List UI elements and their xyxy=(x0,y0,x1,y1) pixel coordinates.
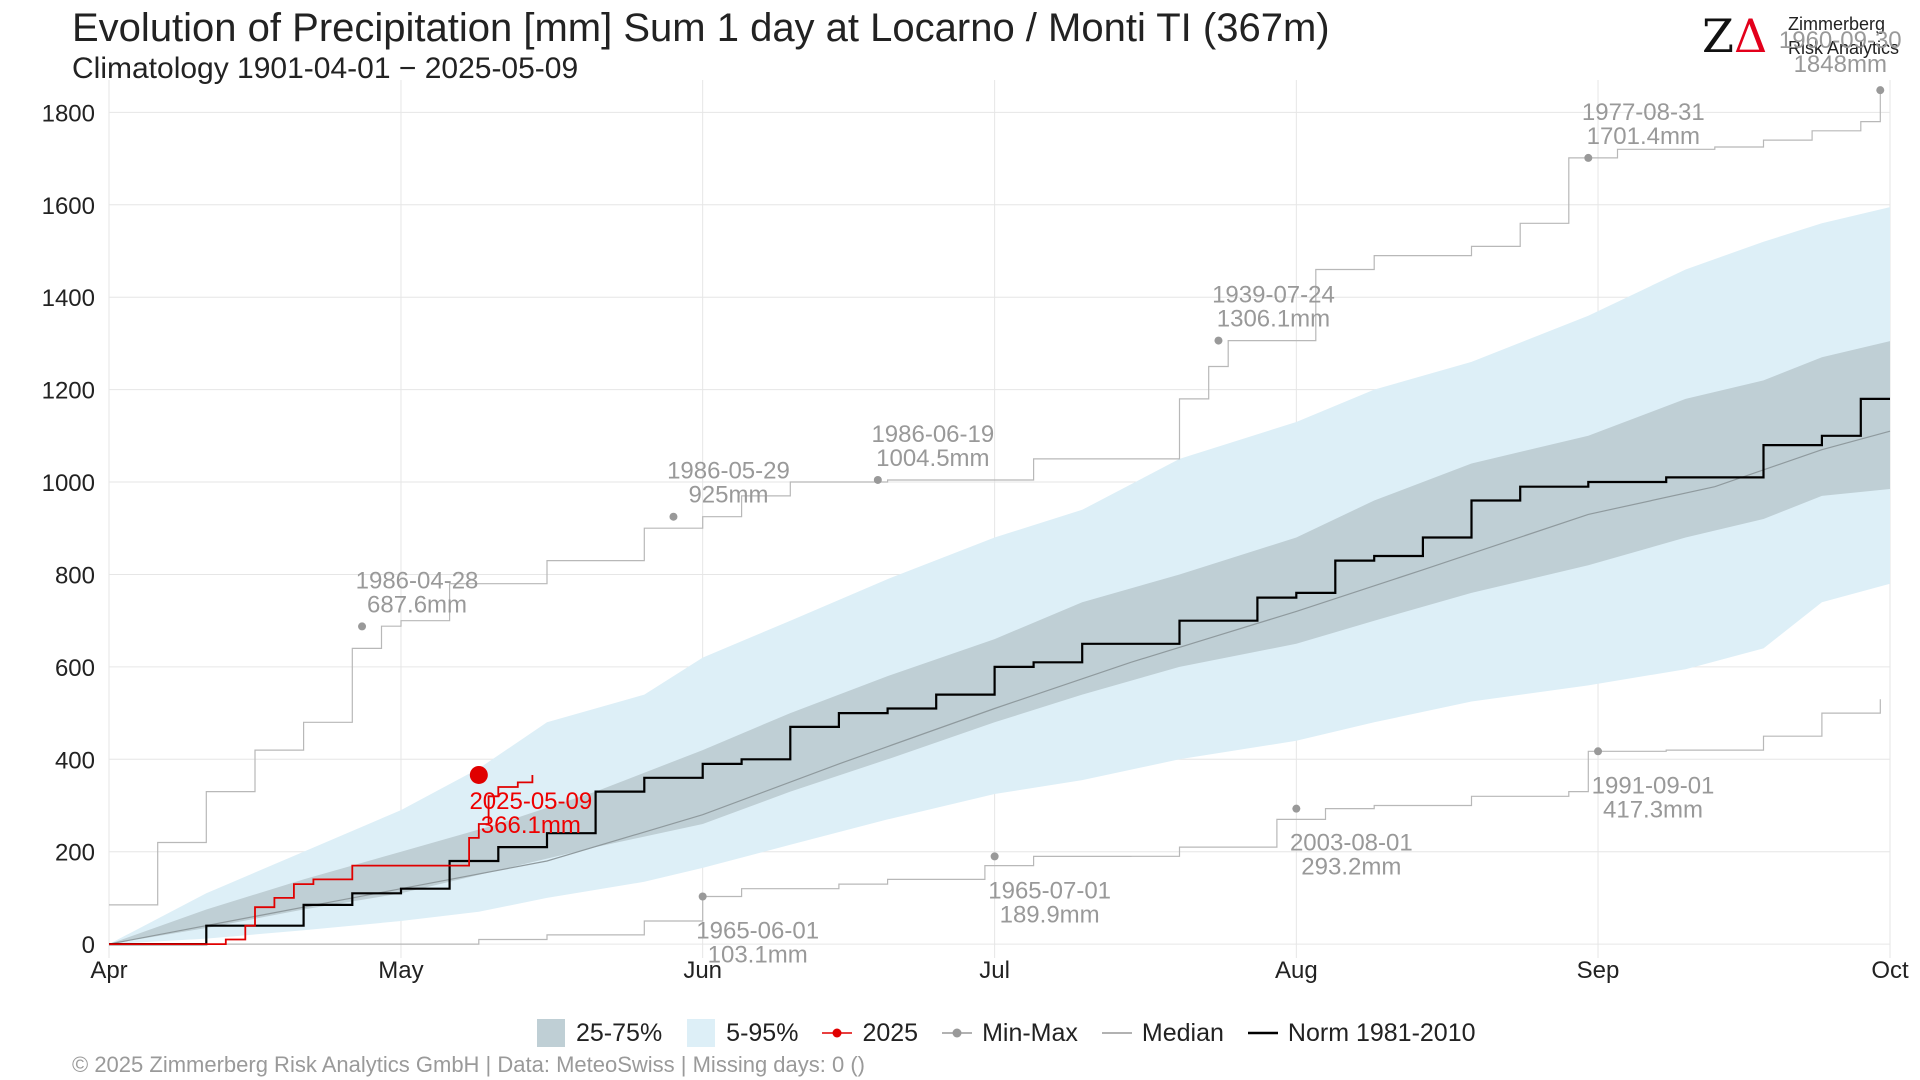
logo-line-2: Risk Analytics xyxy=(1788,38,1900,58)
extreme-point xyxy=(669,512,678,521)
y-tick-label: 1000 xyxy=(42,470,95,497)
annotation-value: 687.6mm xyxy=(367,591,467,618)
y-tick-label: 200 xyxy=(55,840,95,867)
y-tick-label: 600 xyxy=(55,655,95,682)
extreme-point xyxy=(990,852,999,861)
series-median xyxy=(108,430,1891,945)
extreme-point xyxy=(1594,747,1603,756)
x-tick-label: May xyxy=(378,957,423,984)
extreme-point xyxy=(358,622,367,631)
series-min-max xyxy=(109,90,1881,906)
y-axis-ticks: 0 200 400 600 800 1000 1200 1400 1600 1800 xyxy=(42,100,95,959)
annotation-date: 1939-07-24 xyxy=(1212,282,1335,309)
y-tick-label: 1800 xyxy=(42,100,95,127)
annotation-value: 1004.5mm xyxy=(876,445,989,472)
annotation-date: 1986-06-19 xyxy=(871,421,994,448)
series-2025 xyxy=(109,775,534,945)
legend-label: Median xyxy=(1141,1018,1224,1047)
legend-key-icon xyxy=(942,1028,973,1038)
x-tick-label: Apr xyxy=(90,957,127,984)
y-tick-label: 400 xyxy=(55,747,95,774)
x-tick-label: Jul xyxy=(979,957,1010,984)
annotation-date: 1965-06-01 xyxy=(696,917,819,944)
legend-key-icon xyxy=(537,1019,565,1047)
legend-label: 5-95% xyxy=(726,1018,799,1047)
extreme-point xyxy=(873,475,882,484)
legend-key-icon xyxy=(687,1019,716,1047)
y-tick-label: 1600 xyxy=(42,193,95,220)
y-tick-label: 1400 xyxy=(42,285,95,312)
extreme-point xyxy=(1292,804,1301,813)
legend-label: Norm 1981-2010 xyxy=(1287,1018,1476,1047)
percentile-bands xyxy=(109,207,1890,945)
extreme-point xyxy=(1876,86,1885,95)
annotation-date: 1986-04-28 xyxy=(356,567,479,594)
extreme-point xyxy=(698,892,707,901)
legend-label: 25-75% xyxy=(576,1018,663,1047)
company-logo: ZΔ Zimmerberg Risk Analytics xyxy=(1702,8,1902,64)
legend-item: Min-Max xyxy=(940,1018,1078,1048)
annotation-date: 1965-07-01 xyxy=(988,877,1111,904)
legend-label: Min-Max xyxy=(982,1018,1078,1047)
series-lines xyxy=(108,90,1891,946)
y-tick-label: 0 xyxy=(82,932,95,959)
annotation-value: 1848mm xyxy=(1794,51,1887,78)
chart-legend: 25-75% 5-95% 2025 Min-Max Median Norm 1981-20… xyxy=(534,1016,1498,1050)
annotation-value: 417.3mm xyxy=(1603,796,1703,823)
footer-credit: © 2025 Zimmerberg Risk Analytics GmbH | … xyxy=(72,1052,865,1077)
annotation-date: 2003-08-01 xyxy=(1290,830,1413,857)
x-tick-label: Oct xyxy=(1871,957,1909,984)
chart-title: Evolution of Precipitation [mm] Sum 1 da… xyxy=(72,6,1330,50)
x-tick-label: Sep xyxy=(1577,957,1620,984)
logo-mark-icon: ZΔ xyxy=(1702,9,1768,63)
y-tick-label: 1200 xyxy=(42,378,95,405)
series-min xyxy=(109,699,1881,945)
legend-key-icon xyxy=(1101,1032,1132,1034)
legend-item: 2025 xyxy=(820,1018,918,1048)
legend-key-icon xyxy=(822,1028,853,1038)
legend-item: Median xyxy=(1100,1018,1224,1048)
annotation-value: 366.1mm xyxy=(481,812,581,839)
annotation-date: 2025-05-09 xyxy=(469,788,592,815)
band-5-95pct xyxy=(109,207,1890,945)
extreme-point xyxy=(1214,336,1223,345)
annotation-date: 1977-08-31 xyxy=(1582,99,1705,126)
annotation-points xyxy=(358,86,1885,901)
annotation-date: 1960-09-30 xyxy=(1779,27,1902,54)
legend-label: 2025 xyxy=(862,1018,919,1047)
band-25-75pct xyxy=(109,341,1890,945)
y-tick-label: 800 xyxy=(55,562,95,589)
annotation-value: 103.1mm xyxy=(708,941,808,968)
annotation-value: 1701.4mm xyxy=(1587,123,1700,150)
legend-key-icon xyxy=(1247,1031,1278,1035)
x-tick-label: Jun xyxy=(683,957,722,984)
annotation-value: 925mm xyxy=(688,482,768,509)
annotation-date: 1991-09-01 xyxy=(1592,772,1715,799)
series-norm-1981-2010 xyxy=(109,397,1890,946)
legend-item: 25-75% xyxy=(534,1018,662,1048)
chart-subtitle: Climatology 1901-04-01 − 2025-05-09 xyxy=(72,52,579,85)
annotation-value: 189.9mm xyxy=(1000,901,1100,928)
extreme-point xyxy=(1584,153,1593,162)
logo-line-1: Zimmerberg xyxy=(1788,14,1886,34)
annotation-value: 293.2mm xyxy=(1301,854,1401,881)
annotation-value: 1306.1mm xyxy=(1217,306,1330,333)
current-value-point xyxy=(469,765,488,784)
annotation-date: 1986-05-29 xyxy=(667,458,790,485)
legend-item: Norm 1981-2010 xyxy=(1246,1018,1476,1048)
x-tick-label: Aug xyxy=(1275,957,1318,984)
x-axis-ticks: Apr May Jun Jul Aug Sep Oct xyxy=(90,957,1909,984)
legend-item: 5-95% xyxy=(684,1018,798,1048)
